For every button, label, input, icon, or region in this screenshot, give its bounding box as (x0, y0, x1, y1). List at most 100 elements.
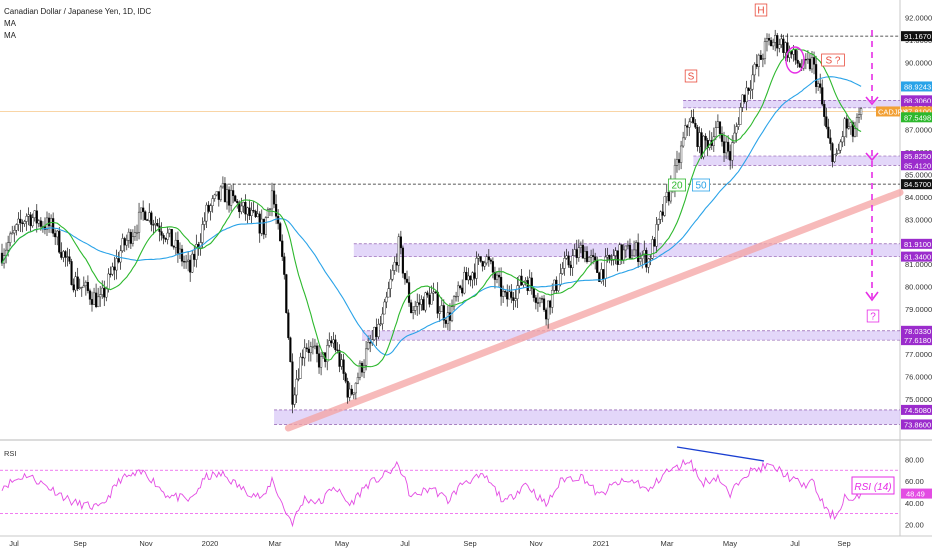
candle-body (745, 87, 748, 103)
candle-body (121, 238, 124, 252)
price-tick-label: 85.0000 (905, 171, 932, 180)
candle-body (495, 274, 499, 280)
right-shoulder-label: S ? (825, 56, 840, 67)
candle-body (831, 143, 834, 162)
candle-body (622, 249, 625, 260)
candle-body (616, 250, 619, 265)
price-tick-label: 87.0000 (905, 126, 932, 135)
candle-body (424, 292, 427, 311)
candle-body (80, 286, 83, 289)
price-badge-box (901, 150, 932, 161)
candle-body (463, 271, 466, 294)
candle-body (180, 248, 184, 262)
rising-trend-line (284, 188, 904, 432)
price-axis: 74.000075.000076.000077.000078.000079.00… (876, 13, 932, 530)
rsi-tick-label: 40.00 (905, 499, 924, 508)
candle-body (851, 122, 855, 137)
candle-body (814, 64, 818, 87)
candle-body (549, 300, 552, 308)
candle-body (536, 302, 540, 304)
candle-body (806, 58, 810, 60)
candle-body (154, 222, 157, 225)
candle-body (72, 284, 75, 291)
candle-body (473, 272, 476, 279)
price-badge-label: 73.8600 (904, 420, 931, 429)
candle-body (729, 151, 732, 161)
candle-body (542, 298, 546, 311)
annotations: H S S ? 20 50? (668, 3, 880, 323)
candle-body (632, 249, 636, 257)
candle-body (62, 251, 65, 258)
candle-body (569, 264, 572, 268)
candle-body (634, 242, 638, 251)
candle-body (129, 231, 132, 244)
candle-body (301, 356, 304, 359)
candle-body (567, 255, 570, 266)
candle-body (614, 250, 617, 256)
candle-body (176, 239, 180, 254)
price-badge-box (901, 404, 932, 415)
candle-body (395, 261, 398, 266)
candle-body (639, 258, 642, 262)
candle-body (493, 272, 497, 280)
candle-body (160, 231, 163, 236)
candle-body (782, 38, 785, 53)
candle-body (571, 255, 574, 268)
candle-body (753, 63, 756, 76)
candle-body (626, 244, 630, 247)
candle-body (338, 350, 341, 367)
time-tick-label: Sep (73, 539, 86, 548)
candle-body (211, 198, 214, 207)
candle-body (270, 190, 274, 210)
candle-body (499, 276, 503, 297)
candle-body (508, 291, 511, 300)
candle-body (812, 57, 816, 65)
candle-body (585, 251, 589, 262)
measure-arrow-mid (865, 152, 879, 162)
candle-body (579, 244, 582, 249)
candle-body (148, 212, 151, 221)
candle-body (444, 320, 447, 324)
candle-body (743, 94, 746, 103)
candle-body (0, 252, 4, 264)
candle-body (589, 255, 593, 258)
candle-body (821, 87, 824, 105)
candle-body (620, 244, 623, 260)
candle-body (330, 340, 333, 344)
candle-body (187, 259, 190, 262)
candle-body (432, 291, 435, 294)
candle-body (119, 250, 122, 263)
candle-body (279, 223, 282, 242)
candle-body (150, 212, 153, 225)
candle-body (461, 287, 464, 294)
candle-body (592, 255, 595, 257)
candle-body (19, 218, 22, 224)
price-tick-label: 81.0000 (905, 260, 932, 269)
time-tick-label: Sep (837, 539, 850, 548)
candle-body (105, 288, 108, 298)
candle-body (309, 346, 312, 354)
candle-body (178, 248, 182, 254)
price-tick-label: 77.0000 (905, 350, 932, 359)
candle-body (47, 217, 51, 227)
candle-body (414, 306, 417, 311)
grid (0, 0, 932, 537)
candle-body (741, 94, 744, 108)
candle-body (448, 312, 452, 321)
candle-body (342, 359, 345, 374)
candle-body (694, 122, 697, 128)
candle-body (115, 258, 118, 271)
price-badge-box (901, 238, 932, 249)
candle-body (839, 141, 842, 151)
rsi-badge: RSI (14) (854, 482, 891, 493)
symbol-title: Canadian Dollar / Japanese Yen, 1D, IDC (4, 7, 152, 16)
candle-body (240, 205, 243, 213)
candle-body (379, 323, 382, 325)
price-badge-box (901, 31, 932, 42)
support-resistance-zones (0, 35, 901, 425)
zone-rect (274, 409, 901, 425)
candle-body (90, 299, 94, 305)
price-tick-label: 75.0000 (905, 395, 932, 404)
candle-body (516, 285, 519, 299)
